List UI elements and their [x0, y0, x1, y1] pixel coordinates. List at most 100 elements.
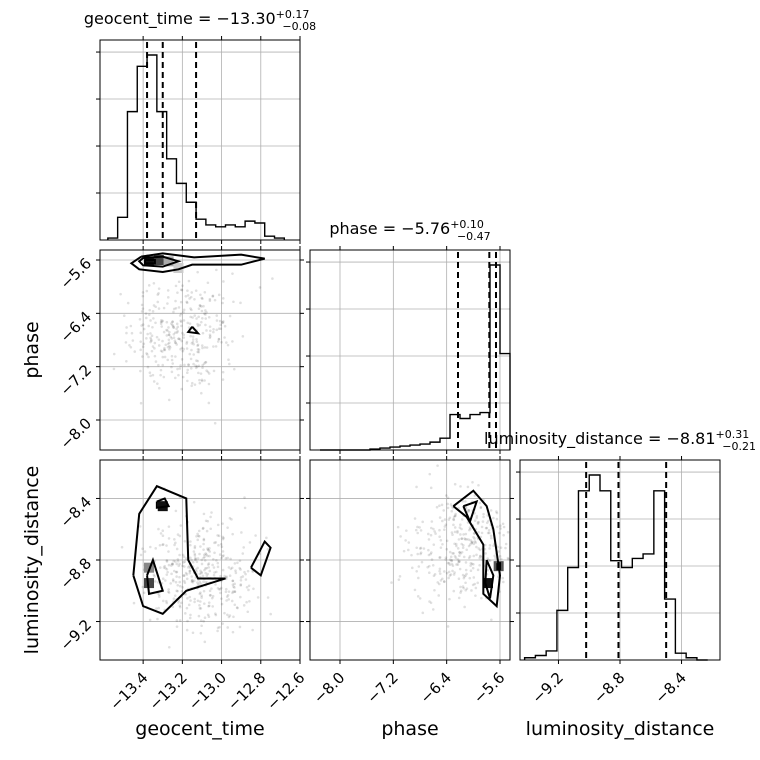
scatter-point [429, 526, 433, 530]
scatter-point [139, 553, 143, 557]
scatter-point [149, 336, 152, 340]
scatter-point [479, 505, 483, 509]
scatter-point [463, 575, 466, 578]
scatter-point [119, 292, 122, 296]
scatter-point [151, 325, 154, 329]
tick-label-x-geocent_time-3: −12.8 [224, 669, 269, 714]
scatter-point [470, 589, 473, 592]
scatter-point [207, 382, 211, 386]
scatter-point [179, 288, 183, 292]
scatter-point [456, 558, 460, 561]
scatter-point [165, 573, 169, 576]
scatter-point [202, 537, 206, 541]
scatter-point [203, 312, 206, 315]
scatter-point [208, 325, 212, 328]
scatter-point [228, 574, 232, 577]
scatter-point [242, 546, 246, 549]
scatter-point [452, 515, 456, 519]
scatter-point [234, 571, 238, 575]
pair-frame-geocent_time-phase [99, 249, 301, 451]
scatter-point [466, 485, 470, 489]
scatter-point [165, 328, 168, 332]
scatter-point [194, 289, 198, 292]
scatter-point [419, 546, 423, 550]
scatter-point [156, 617, 159, 621]
scatter-point [182, 319, 186, 322]
scatter-point [180, 288, 184, 292]
scatter-point [232, 585, 235, 588]
scatter-point [190, 558, 193, 562]
scatter-point [269, 612, 272, 616]
scatter-point [490, 618, 493, 622]
scatter-point [197, 348, 201, 351]
scatter-point [446, 561, 450, 565]
scatter-point [199, 293, 202, 297]
scatter-point [448, 574, 452, 577]
scatter-point [167, 591, 171, 594]
scatter-point [221, 537, 225, 541]
scatter-point [204, 313, 207, 316]
scatter-point [161, 534, 165, 537]
scatter-point [432, 527, 435, 531]
scatter-point [197, 534, 201, 538]
scatter-point [179, 320, 183, 324]
scatter-point [161, 577, 165, 581]
scatter-point [195, 340, 199, 343]
tick-label-y-phase-3: −5.6 [57, 254, 95, 292]
scatter-point [228, 362, 231, 366]
scatter-point [501, 576, 505, 580]
scatter-point [407, 541, 411, 544]
scatter-point [461, 573, 465, 577]
scatter-point [145, 353, 149, 356]
scatter-point [487, 528, 491, 532]
scatter-point [196, 322, 199, 326]
scatter-point [506, 556, 510, 560]
scatter-point [149, 338, 153, 341]
scatter-point [159, 349, 163, 353]
scatter-point [467, 538, 470, 541]
scatter-point [228, 516, 232, 520]
scatter-point [169, 335, 173, 339]
scatter-point [221, 622, 224, 625]
scatter-point [188, 616, 192, 620]
scatter-point [484, 526, 488, 530]
scatter-point [192, 550, 196, 553]
scatter-point [479, 506, 483, 510]
scatter-point [465, 537, 469, 541]
scatter-point [170, 358, 174, 362]
scatter-point [153, 341, 157, 345]
scatter-point [467, 508, 471, 512]
tick-label-x-geocent_time-2: −13.0 [185, 669, 230, 714]
scatter-point [178, 314, 182, 317]
scatter-point [226, 613, 229, 617]
scatter-point [462, 533, 465, 536]
scatter-point [450, 531, 454, 534]
scatter-point [151, 373, 155, 377]
scatter-point [180, 358, 184, 361]
scatter-point [427, 553, 431, 557]
scatter-point [476, 581, 480, 585]
scatter-point [415, 485, 418, 489]
scatter-point [464, 532, 468, 536]
scatter-point [200, 562, 204, 566]
scatter-point [435, 505, 439, 509]
scatter-point [178, 619, 182, 622]
scatter-point [444, 558, 447, 561]
contour-1-1 [146, 556, 165, 596]
scatter-point [180, 590, 184, 593]
scatter-point [171, 320, 174, 324]
scatter-point [180, 387, 183, 391]
scatter-point [125, 331, 128, 335]
scatter-point [201, 527, 205, 530]
scatter-point [161, 355, 165, 359]
scatter-point [190, 308, 193, 312]
scatter-point [236, 606, 239, 610]
scatter-point [197, 614, 201, 618]
scatter-geocent_time-phase [112, 254, 274, 425]
scatter-point [451, 552, 454, 555]
scatter-point [179, 347, 182, 351]
scatter-point [464, 581, 467, 585]
scatter-point [157, 527, 160, 531]
scatter-point [196, 532, 199, 536]
scatter-point [436, 581, 440, 584]
